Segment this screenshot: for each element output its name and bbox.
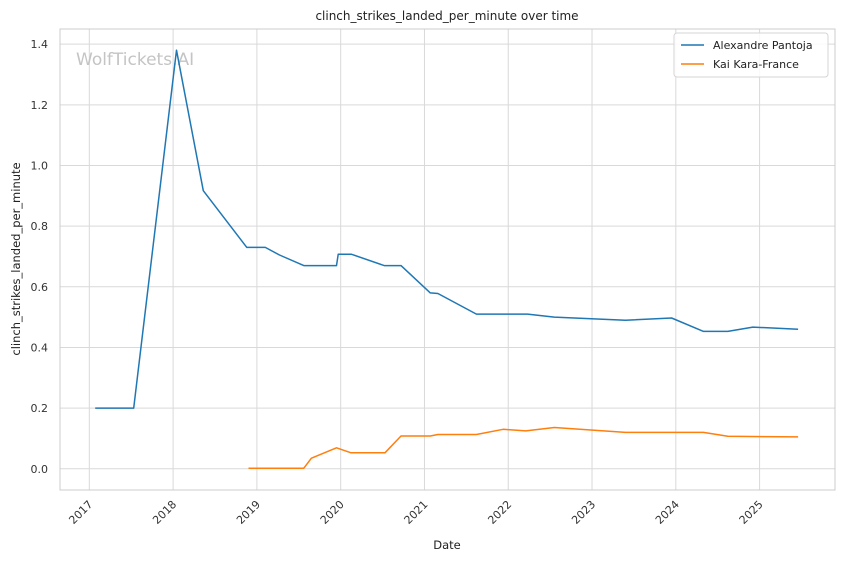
series-line-1 — [95, 49, 799, 409]
y-axis-label: clinch_strikes_landed_per_minute — [9, 162, 23, 355]
legend-label: Kai Kara-France — [713, 58, 799, 71]
y-tick-label: 1.2 — [31, 99, 49, 112]
x-axis-label: Date — [433, 538, 461, 552]
legend-box — [673, 32, 829, 78]
legend-label: Alexandre Pantoja — [713, 39, 813, 52]
series-line-2 — [248, 426, 799, 469]
plot-frame — [59, 28, 836, 491]
chart-title: clinch_strikes_landed_per_minute over ti… — [315, 9, 578, 23]
watermark-text: WolfTickets.AI — [76, 50, 194, 70]
y-tick-label: 0.2 — [31, 402, 49, 415]
y-tick-label: 0.0 — [31, 463, 49, 476]
series-lines — [95, 49, 799, 469]
y-axis-ticks: 0.0 0.2 0.4 0.6 0.8 1.0 1.2 1.4 — [31, 38, 49, 476]
y-tick-label: 0.8 — [31, 220, 49, 233]
grid-lines — [60, 29, 835, 490]
legend: Alexandre Pantoja Kai Kara-France — [673, 32, 829, 78]
y-tick-label: 1.4 — [31, 38, 49, 51]
y-tick-label: 1.0 — [31, 159, 49, 172]
y-tick-label: 0.6 — [31, 281, 49, 294]
y-tick-label: 0.4 — [31, 341, 49, 354]
